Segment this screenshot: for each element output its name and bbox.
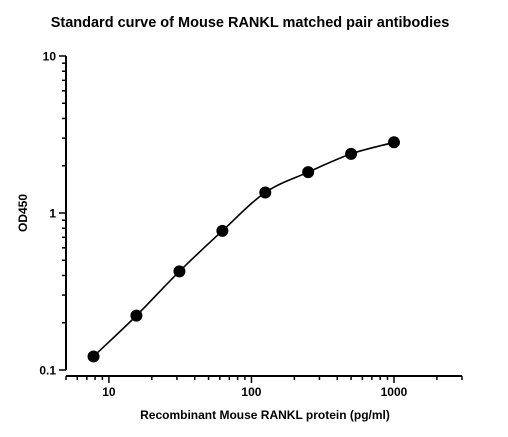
data-point — [302, 166, 315, 179]
data-point — [259, 186, 272, 199]
data-points — [87, 136, 400, 363]
data-point — [130, 309, 143, 322]
data-point — [216, 224, 229, 237]
axis-tick-labels: 0.1 1 10 10 100 1000 — [39, 50, 407, 400]
data-point — [345, 147, 358, 160]
axis-ticks — [59, 55, 463, 383]
chart-title: Standard curve of Mouse RANKL matched pa… — [51, 15, 450, 31]
data-point — [387, 136, 400, 149]
fit-curve-line — [92, 141, 395, 358]
data-point — [173, 265, 186, 278]
x-tick-label: 1000 — [381, 385, 408, 399]
x-axis-label: Recombinant Mouse RANKL protein (pg/ml) — [140, 408, 390, 422]
x-tick-label: 100 — [241, 385, 261, 399]
x-tick-label: 10 — [102, 385, 116, 399]
axes — [65, 56, 462, 377]
data-point — [87, 350, 100, 363]
y-tick-label: 0.1 — [39, 364, 56, 378]
y-axis-label: OD450 — [16, 194, 30, 232]
y-tick-label: 1 — [49, 207, 56, 221]
y-tick-label: 10 — [43, 50, 57, 64]
